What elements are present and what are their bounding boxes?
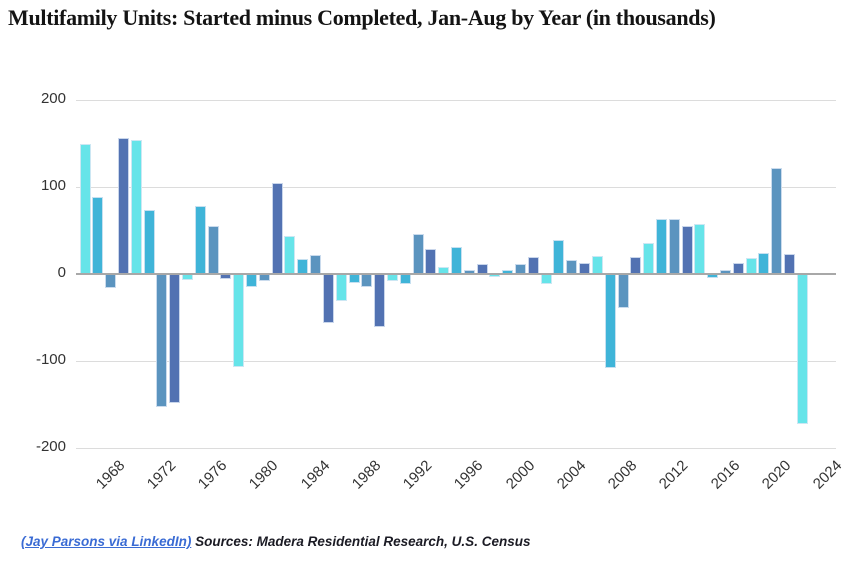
bar-2006 [566, 260, 578, 274]
attribution-link[interactable]: (Jay Parsons via LinkedIn) [21, 534, 192, 549]
bar-2010 [617, 274, 629, 308]
bar-1993 [399, 274, 411, 284]
x-tick-label: 1984 [297, 457, 333, 493]
y-tick-label: 100 [40, 177, 66, 194]
plot-area [76, 100, 836, 449]
bar-1984 [284, 235, 296, 274]
gridline [76, 100, 836, 101]
bar-2004 [540, 274, 552, 284]
bar-2023 [784, 253, 796, 274]
bar-1988 [335, 274, 347, 301]
bar-1969 [92, 196, 104, 274]
x-tick-label: 1988 [348, 457, 385, 493]
x-tick-label: 1980 [246, 457, 282, 493]
bar-2013 [655, 219, 667, 274]
bar-1995 [425, 248, 437, 274]
bar-1983 [271, 182, 283, 274]
bar-2021 [758, 253, 770, 274]
x-tick-label: 2004 [553, 457, 590, 493]
gridline [76, 361, 836, 362]
x-tick-label: 2008 [604, 457, 641, 493]
bar-1982 [258, 274, 270, 281]
x-tick-label: 1996 [451, 457, 487, 493]
bar-1985 [297, 259, 309, 274]
x-tick-label: 2012 [656, 457, 692, 493]
source-note: (Jay Parsons via LinkedIn) Sources: Made… [21, 534, 530, 549]
x-tick-label: 2000 [502, 457, 538, 493]
bar-2022 [771, 167, 783, 274]
bar-1980 [233, 274, 245, 368]
x-tick-label: 1968 [92, 457, 129, 493]
bar-1992 [386, 274, 398, 281]
bar-1987 [322, 274, 334, 323]
bar-1994 [412, 233, 424, 274]
bar-1990 [361, 274, 373, 288]
bar-2005 [553, 240, 565, 274]
gridline [76, 187, 836, 188]
y-tick-label: -100 [35, 351, 66, 368]
bar-1974 [156, 274, 168, 408]
x-tick-label: 2024 [809, 457, 846, 493]
y-tick-label: 0 [57, 264, 66, 281]
bar-1972 [130, 140, 142, 274]
chart-title: Multifamily Units: Started minus Complet… [8, 5, 716, 30]
bar-2003 [527, 257, 539, 274]
bar-1971 [117, 138, 129, 274]
bar-1977 [194, 206, 206, 274]
bar-2011 [630, 257, 642, 274]
x-tick-label: 1972 [143, 457, 180, 493]
x-tick-label: 2016 [707, 457, 743, 493]
bar-2014 [668, 219, 680, 274]
bar-1991 [374, 274, 386, 328]
bar-1986 [310, 254, 322, 274]
y-tick-label: -200 [35, 438, 66, 455]
bar-2009 [604, 274, 616, 368]
x-tick-label: 1976 [194, 457, 231, 493]
bar-1970 [105, 274, 117, 288]
bar-1975 [169, 274, 181, 403]
x-tick-label: 2020 [758, 457, 795, 493]
bar-1973 [143, 209, 155, 274]
y-tick-label: 200 [40, 90, 66, 107]
bar-2008 [591, 255, 603, 274]
bar-2020 [745, 258, 757, 274]
bar-2016 [694, 224, 706, 274]
x-tick-label: 1992 [399, 457, 436, 493]
bar-2024 [796, 274, 808, 424]
bar-1989 [348, 274, 360, 283]
sources-text: Sources: Madera Residential Research, U.… [195, 534, 531, 549]
bar-1968 [79, 143, 91, 274]
bar-1981 [246, 274, 258, 288]
gridline [76, 448, 836, 449]
bar-2015 [681, 226, 693, 274]
zero-line [76, 273, 836, 275]
bar-1997 [450, 247, 462, 274]
bar-2012 [643, 242, 655, 274]
bar-1978 [207, 226, 219, 274]
